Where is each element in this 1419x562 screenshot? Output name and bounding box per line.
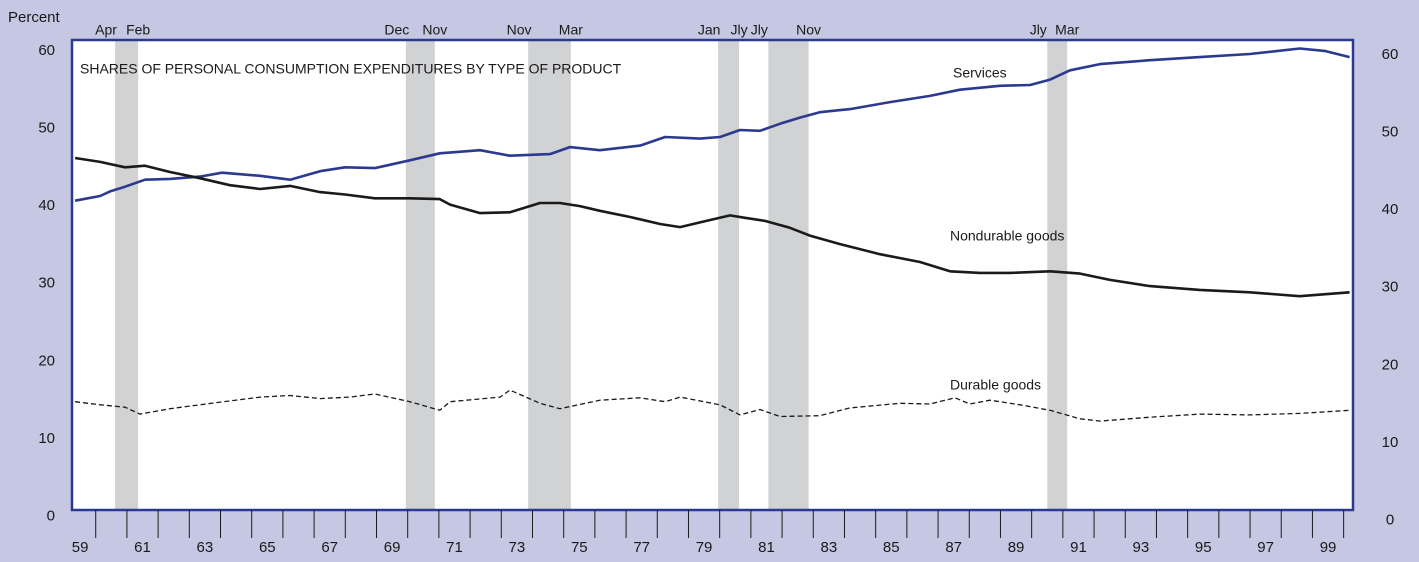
x-tick-label: 99 [1320, 539, 1337, 556]
y-tick-label: 60 [38, 42, 55, 59]
series-label: Nondurable goods [950, 228, 1064, 244]
series-line [74, 47, 1350, 202]
recession-end-label: Mar [559, 22, 583, 38]
shading-layer [115, 40, 1068, 510]
recession-start-label: Jly [751, 22, 768, 38]
recession-end-label: Nov [796, 22, 821, 38]
plot-frame [70, 38, 1355, 512]
y-axis-label: Percent [8, 9, 61, 26]
recession-band [405, 40, 435, 510]
recession-start-label: Jly [1030, 22, 1047, 38]
recession-band [718, 40, 740, 510]
x-tick-label: 85 [883, 539, 900, 556]
y-tick-label: 0 [47, 508, 55, 525]
x-tick-label: 97 [1257, 539, 1274, 556]
recession-end-label: Mar [1055, 22, 1079, 38]
y-tick-label: 20 [38, 352, 55, 369]
recession-band [115, 40, 139, 510]
x-tick-label: 65 [259, 539, 276, 556]
recession-band [528, 40, 571, 510]
plot-area [72, 40, 1353, 510]
y-tick-label: 40 [38, 197, 55, 214]
x-tick-label: 63 [197, 539, 214, 556]
x-tick-label: 81 [758, 539, 775, 556]
recession-start-label: Dec [384, 22, 409, 38]
recession-end-label: Nov [422, 22, 447, 38]
x-tick-label: 91 [1070, 539, 1087, 556]
recession-end-label: Feb [126, 22, 150, 38]
x-tick-label: 79 [696, 539, 713, 556]
x-tick-label: 75 [571, 539, 588, 556]
x-tick-label: 93 [1133, 539, 1150, 556]
x-tick-label: 71 [446, 539, 463, 556]
x-tick-label: 87 [945, 539, 962, 556]
x-tick-label: 83 [821, 539, 838, 556]
chart-title: SHARES OF PERSONAL CONSUMPTION EXPENDITU… [80, 61, 622, 77]
series-label: Durable goods [950, 377, 1041, 393]
y-tick-label: 50 [38, 119, 55, 136]
x-tick-label: 69 [384, 539, 401, 556]
recession-band [1047, 40, 1068, 510]
y2-tick-label: 30 [1382, 279, 1399, 296]
x-tick-label: 59 [72, 539, 89, 556]
y-tick-label: 30 [38, 275, 55, 292]
series-label: Services [953, 65, 1007, 81]
y2-tick-label: 10 [1382, 434, 1399, 451]
recession-start-label: Nov [507, 22, 532, 38]
series-line [75, 389, 1350, 422]
recession-end-label: Jly [730, 22, 747, 38]
y2-tick-label: 40 [1382, 201, 1399, 218]
x-tick-label: 89 [1008, 539, 1025, 556]
x-tick-label: 95 [1195, 539, 1212, 556]
recession-start-label: Jan [698, 22, 721, 38]
y2-tick-label: 0 [1386, 512, 1394, 529]
recession-start-label: Apr [95, 22, 117, 38]
x-tick-label: 77 [633, 539, 650, 556]
x-tick-label: 73 [509, 539, 526, 556]
y2-tick-label: 20 [1382, 356, 1399, 373]
line-layer [74, 47, 1350, 422]
recession-band [768, 40, 809, 510]
y2-tick-label: 50 [1382, 123, 1399, 140]
series-line [74, 156, 1350, 298]
y2-tick-label: 60 [1382, 46, 1399, 63]
x-tick-label: 67 [321, 539, 338, 556]
x-tick-label: 61 [134, 539, 151, 556]
y-tick-label: 10 [38, 430, 55, 447]
